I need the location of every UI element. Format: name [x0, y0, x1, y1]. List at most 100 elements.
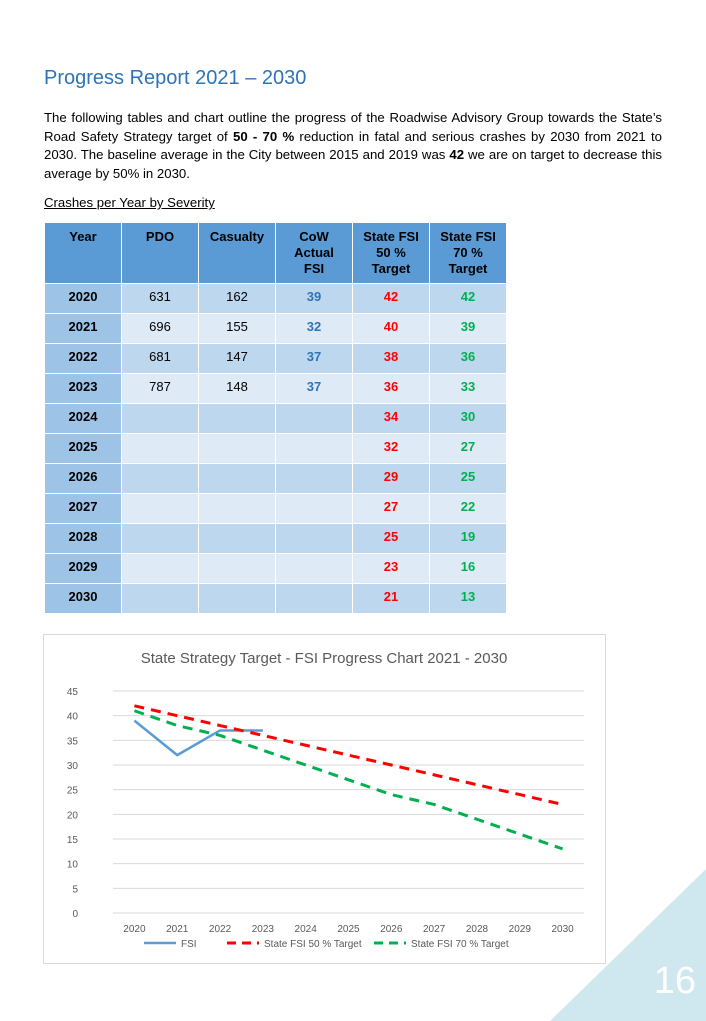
y-tick-label: 25: [67, 786, 79, 797]
cell-pdo: [121, 583, 199, 614]
cell-casualty: [198, 463, 276, 494]
table-body: 2020 631 162 39 42 42 2021 696 155 32 40 39 2022 681 1…: [44, 283, 507, 614]
cell-year: 2030: [44, 583, 122, 614]
intro-text-3: we are on target to decrease this averag…: [44, 147, 662, 181]
y-tick-label: 0: [72, 909, 78, 920]
cell-state-70: 42: [429, 283, 507, 314]
x-tick-label: 2023: [252, 924, 275, 935]
header-state-70: State FSI 70 % Target: [429, 222, 507, 284]
intro-text-1: The following tables and chart outline t…: [44, 110, 662, 144]
cell-pdo: [121, 403, 199, 434]
header-year: Year: [44, 222, 122, 284]
cell-state-70: 19: [429, 523, 507, 554]
legend-label: State FSI 50 % Target: [264, 939, 362, 950]
cell-year: 2020: [44, 283, 122, 314]
cell-state-50: 38: [352, 343, 430, 374]
cell-year: 2022: [44, 343, 122, 374]
cell-casualty: [198, 433, 276, 464]
intro-bold-target: 50 - 70 %: [232, 128, 295, 144]
x-tick-label: 2024: [295, 924, 318, 935]
cell-state-50: 27: [352, 493, 430, 524]
cell-pdo: [121, 463, 199, 494]
table-row: 2029 23 16: [44, 553, 507, 584]
cell-state-50: 25: [352, 523, 430, 554]
chart-title: State Strategy Target - FSI Progress Cha…: [141, 650, 508, 667]
y-tick-label: 10: [67, 860, 79, 871]
fsi-progress-chart: State Strategy Target - FSI Progress Cha…: [43, 634, 606, 964]
cell-state-70: 16: [429, 553, 507, 584]
cell-pdo: [121, 433, 199, 464]
table-row: 2028 25 19: [44, 523, 507, 554]
cell-state-50: 32: [352, 433, 430, 464]
header-casualty: Casualty: [198, 222, 276, 284]
cell-state-70: 36: [429, 343, 507, 374]
table-row: 2026 29 25: [44, 463, 507, 494]
cell-year: 2026: [44, 463, 122, 494]
cell-state-50: 36: [352, 373, 430, 404]
cell-state-70: 30: [429, 403, 507, 434]
cell-casualty: [198, 553, 276, 584]
cell-cow-fsi: [275, 433, 353, 464]
cell-casualty: [198, 493, 276, 524]
cell-casualty: 162: [198, 283, 276, 314]
cell-year: 2021: [44, 313, 122, 344]
cell-casualty: 148: [198, 373, 276, 404]
cell-year: 2024: [44, 403, 122, 434]
series-line-0: [133, 719, 263, 757]
y-tick-label: 5: [72, 884, 78, 895]
x-tick-label: 2029: [509, 924, 532, 935]
cell-pdo: [121, 523, 199, 554]
y-tick-label: 30: [67, 761, 79, 772]
table-caption: Crashes per Year by Severity: [44, 195, 215, 210]
cell-state-50: 29: [352, 463, 430, 494]
cell-pdo: 631: [121, 283, 199, 314]
cell-year: 2027: [44, 493, 122, 524]
x-tick-label: 2030: [551, 924, 574, 935]
cell-state-70: 22: [429, 493, 507, 524]
cell-cow-fsi: [275, 553, 353, 584]
chart-svg: State Strategy Target - FSI Progress Cha…: [67, 650, 584, 950]
x-tick-label: 2021: [166, 924, 189, 935]
cell-cow-fsi: [275, 403, 353, 434]
cell-state-50: 34: [352, 403, 430, 434]
x-tick-label: 2025: [337, 924, 360, 935]
cell-state-70: 27: [429, 433, 507, 464]
cell-casualty: 147: [198, 343, 276, 374]
cell-state-50: 23: [352, 553, 430, 584]
cell-pdo: 681: [121, 343, 199, 374]
cell-pdo: 696: [121, 313, 199, 344]
cell-pdo: [121, 493, 199, 524]
table-row: 2023 787 148 37 36 33: [44, 373, 507, 404]
cell-year: 2029: [44, 553, 122, 584]
series-line-2: [133, 709, 564, 851]
y-tick-label: 15: [67, 835, 79, 846]
cell-cow-fsi: 37: [275, 343, 353, 374]
crashes-table: Year PDO Casualty CoW Actual FSI State F…: [44, 222, 507, 614]
cell-pdo: [121, 553, 199, 584]
x-tick-label: 2028: [466, 924, 489, 935]
table-row: 2020 631 162 39 42 42: [44, 283, 507, 314]
table-row: 2021 696 155 32 40 39: [44, 313, 507, 344]
cell-cow-fsi: [275, 523, 353, 554]
series-line-1: [134, 704, 563, 806]
cell-state-50: 21: [352, 583, 430, 614]
legend-label: FSI: [181, 939, 197, 950]
cell-cow-fsi: [275, 583, 353, 614]
cell-year: 2028: [44, 523, 122, 554]
y-tick-label: 45: [67, 687, 79, 698]
cell-year: 2025: [44, 433, 122, 464]
table-header-row: Year PDO Casualty CoW Actual FSI State F…: [44, 222, 507, 284]
x-tick-label: 2022: [209, 924, 232, 935]
cell-year: 2023: [44, 373, 122, 404]
x-tick-label: 2027: [423, 924, 446, 935]
cell-cow-fsi: [275, 463, 353, 494]
y-tick-label: 35: [67, 736, 79, 747]
cell-pdo: 787: [121, 373, 199, 404]
cell-casualty: [198, 523, 276, 554]
legend-label: State FSI 70 % Target: [411, 939, 509, 950]
cell-cow-fsi: [275, 493, 353, 524]
cell-state-70: 25: [429, 463, 507, 494]
header-cow-fsi: CoW Actual FSI: [275, 222, 353, 284]
table-row: 2022 681 147 37 38 36: [44, 343, 507, 374]
x-tick-label: 2020: [123, 924, 146, 935]
